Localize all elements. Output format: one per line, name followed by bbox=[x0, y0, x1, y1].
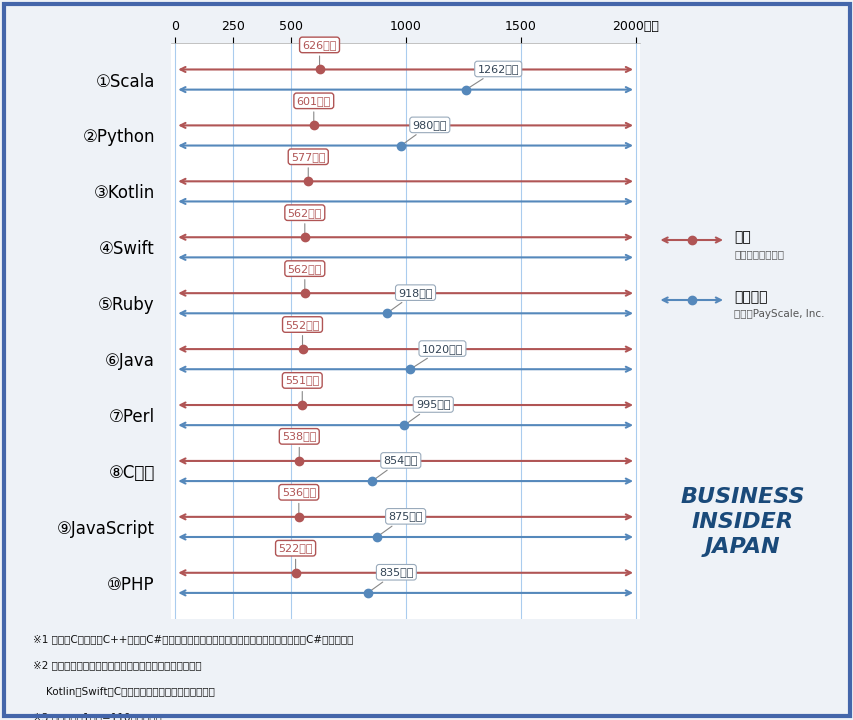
Text: 601万円: 601万円 bbox=[296, 96, 330, 122]
Text: 1020万円: 1020万円 bbox=[412, 343, 462, 368]
Text: 918万円: 918万円 bbox=[389, 288, 432, 312]
Text: 日本: 日本 bbox=[734, 230, 751, 245]
Text: 562万円: 562万円 bbox=[287, 264, 322, 290]
Text: Kotlin、Swift、C言語はデータがないため未掘載。: Kotlin、Swift、C言語はデータがないため未掘載。 bbox=[33, 686, 215, 696]
Text: 551万円: 551万円 bbox=[285, 375, 319, 402]
Text: 538万円: 538万円 bbox=[281, 431, 316, 458]
Text: 552万円: 552万円 bbox=[285, 320, 319, 346]
Text: 995万円: 995万円 bbox=[406, 400, 450, 423]
Text: 854万円: 854万円 bbox=[374, 456, 418, 480]
Text: アメリカ: アメリカ bbox=[734, 291, 767, 305]
Text: 577万円: 577万円 bbox=[291, 152, 325, 179]
Text: 出典：PayScale, Inc.: 出典：PayScale, Inc. bbox=[734, 310, 824, 320]
Text: ※1 日本のC言語は「C++」、「C#」など派生系の言語を含まない集計。アメリカは「C#」で集計。: ※1 日本のC言語は「C++」、「C#」など派生系の言語を含まない集計。アメリカ… bbox=[33, 634, 353, 644]
Text: BUSINESS
INSIDER
JAPAN: BUSINESS INSIDER JAPAN bbox=[680, 487, 804, 557]
Text: 1262万円: 1262万円 bbox=[467, 64, 519, 88]
Text: 980万円: 980万円 bbox=[403, 120, 446, 144]
Text: 626万円: 626万円 bbox=[302, 40, 336, 67]
Text: 出典：スタンバイ: 出典：スタンバイ bbox=[734, 249, 784, 259]
Text: 522万円: 522万円 bbox=[278, 543, 312, 570]
Text: ※3 通貨単位は1ドル=110円で換算。: ※3 通貨単位は1ドル=110円で換算。 bbox=[33, 713, 162, 720]
Text: 875万円: 875万円 bbox=[379, 511, 422, 536]
Text: 536万円: 536万円 bbox=[281, 487, 316, 514]
Text: ※2 米国の値は職種ごとの年収の中央値を平均したもの。: ※2 米国の値は職種ごとの年収の中央値を平均したもの。 bbox=[33, 660, 202, 670]
Text: 835万円: 835万円 bbox=[369, 567, 413, 591]
Text: 562万円: 562万円 bbox=[287, 207, 322, 235]
